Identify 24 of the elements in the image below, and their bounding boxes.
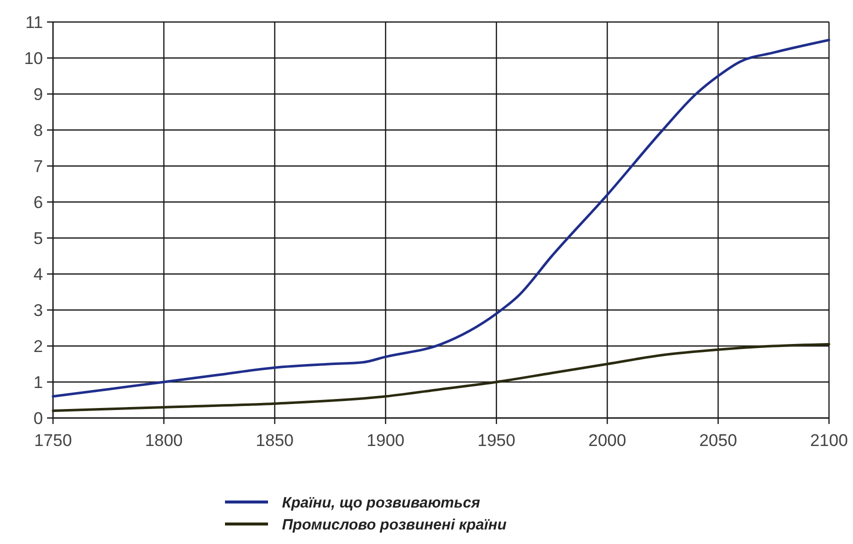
legend-label: Країни, що розвиваються bbox=[282, 494, 480, 512]
legend-label: Промислово розвинені країни bbox=[282, 516, 507, 534]
x-tick-label: 2100 bbox=[810, 431, 848, 450]
y-tick-label: 7 bbox=[34, 156, 43, 176]
y-tick-label: 6 bbox=[34, 192, 43, 212]
x-tick-label: 1750 bbox=[34, 431, 72, 450]
y-tick-label: 4 bbox=[34, 264, 43, 284]
line-series bbox=[52, 342, 830, 412]
line-series bbox=[52, 38, 830, 398]
y-tick-label: 8 bbox=[34, 120, 43, 140]
x-tick-label: 1800 bbox=[144, 431, 183, 450]
x-tick-label: 2000 bbox=[588, 431, 626, 450]
y-tick-label: 1 bbox=[34, 372, 43, 392]
y-tick-label: 10 bbox=[24, 48, 43, 68]
y-tick-label: 3 bbox=[34, 300, 43, 320]
x-tick-label: 1900 bbox=[366, 431, 404, 450]
x-tick-label: 1950 bbox=[478, 431, 516, 450]
y-tick-label: 0 bbox=[34, 408, 43, 428]
x-tick-label: 2050 bbox=[699, 431, 738, 450]
x-tick-label: 1850 bbox=[256, 431, 294, 450]
y-tick-label: 2 bbox=[34, 336, 43, 356]
y-tick-label: 5 bbox=[34, 228, 43, 248]
y-tick-label: 9 bbox=[34, 84, 43, 104]
y-tick-label: 11 bbox=[25, 12, 43, 32]
